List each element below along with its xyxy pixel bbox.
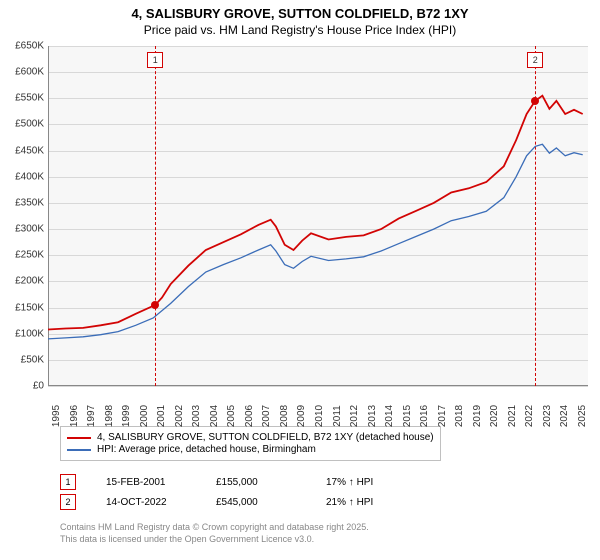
x-tick-label: 2018 xyxy=(454,405,465,427)
y-tick-label: £350K xyxy=(4,197,44,208)
x-tick-label: 2005 xyxy=(226,405,237,427)
x-tick-label: 2009 xyxy=(296,405,307,427)
y-tick-label: £450K xyxy=(4,145,44,156)
sale-price: £545,000 xyxy=(216,497,296,508)
chart-title: 4, SALISBURY GROVE, SUTTON COLDFIELD, B7… xyxy=(0,0,600,23)
sale-date: 14-OCT-2022 xyxy=(106,497,186,508)
y-tick-label: £300K xyxy=(4,224,44,235)
x-tick-label: 2013 xyxy=(367,405,378,427)
chart-subtitle: Price paid vs. HM Land Registry's House … xyxy=(0,23,600,41)
chart-plot-area: 12 xyxy=(48,46,588,386)
y-tick-label: £50K xyxy=(4,354,44,365)
x-tick-label: 2019 xyxy=(472,405,483,427)
x-tick-label: 2020 xyxy=(489,405,500,427)
y-tick-label: £250K xyxy=(4,250,44,261)
table-marker-box: 1 xyxy=(60,474,76,490)
x-tick-label: 1999 xyxy=(121,405,132,427)
x-tick-label: 2022 xyxy=(524,405,535,427)
x-tick-label: 2017 xyxy=(437,405,448,427)
sales-table: 1 15-FEB-2001 £155,000 17% ↑ HPI 2 14-OCT-202… xyxy=(60,470,406,514)
y-tick-label: £550K xyxy=(4,93,44,104)
x-tick-label: 2000 xyxy=(139,405,150,427)
y-tick-label: £600K xyxy=(4,67,44,78)
gridline xyxy=(48,386,588,387)
x-tick-label: 2004 xyxy=(209,405,220,427)
x-tick-label: 2015 xyxy=(402,405,413,427)
chart-svg xyxy=(48,46,588,386)
legend-label: 4, SALISBURY GROVE, SUTTON COLDFIELD, B7… xyxy=(97,432,434,443)
sale-date: 15-FEB-2001 xyxy=(106,477,186,488)
x-tick-label: 1995 xyxy=(51,405,62,427)
x-tick-label: 2001 xyxy=(156,405,167,427)
x-tick-label: 2006 xyxy=(244,405,255,427)
x-tick-label: 1998 xyxy=(104,405,115,427)
table-marker-box: 2 xyxy=(60,494,76,510)
y-tick-label: £500K xyxy=(4,119,44,130)
y-tick-label: £200K xyxy=(4,276,44,287)
sale-price: £155,000 xyxy=(216,477,296,488)
legend-label: HPI: Average price, detached house, Birm… xyxy=(97,444,316,455)
legend-swatch xyxy=(67,449,91,451)
x-tick-label: 2025 xyxy=(577,405,588,427)
x-tick-label: 2024 xyxy=(559,405,570,427)
x-tick-label: 2014 xyxy=(384,405,395,427)
footer-line2: This data is licensed under the Open Gov… xyxy=(60,534,369,546)
x-tick-label: 2021 xyxy=(507,405,518,427)
y-tick-label: £400K xyxy=(4,171,44,182)
x-tick-label: 2003 xyxy=(191,405,202,427)
y-tick-label: £100K xyxy=(4,328,44,339)
x-tick-label: 2008 xyxy=(279,405,290,427)
footer-attribution: Contains HM Land Registry data © Crown c… xyxy=(60,522,369,545)
x-tick-label: 2010 xyxy=(314,405,325,427)
x-tick-label: 2012 xyxy=(349,405,360,427)
legend-box: 4, SALISBURY GROVE, SUTTON COLDFIELD, B7… xyxy=(60,426,441,461)
footer-line1: Contains HM Land Registry data © Crown c… xyxy=(60,522,369,534)
x-tick-label: 2023 xyxy=(542,405,553,427)
legend-item: 4, SALISBURY GROVE, SUTTON COLDFIELD, B7… xyxy=(67,432,434,443)
y-tick-label: £650K xyxy=(4,41,44,52)
table-row: 1 15-FEB-2001 £155,000 17% ↑ HPI xyxy=(60,474,406,490)
y-tick-label: £0 xyxy=(4,381,44,392)
x-tick-label: 2002 xyxy=(174,405,185,427)
legend-item: HPI: Average price, detached house, Birm… xyxy=(67,444,434,455)
x-tick-label: 2011 xyxy=(332,405,343,427)
sale-delta: 21% ↑ HPI xyxy=(326,497,406,508)
series-line xyxy=(48,96,583,330)
table-row: 2 14-OCT-2022 £545,000 21% ↑ HPI xyxy=(60,494,406,510)
x-tick-label: 2016 xyxy=(419,405,430,427)
x-tick-label: 2007 xyxy=(261,405,272,427)
series-line xyxy=(48,144,583,339)
x-tick-label: 1996 xyxy=(69,405,80,427)
sale-delta: 17% ↑ HPI xyxy=(326,477,406,488)
legend-swatch xyxy=(67,437,91,439)
x-tick-label: 1997 xyxy=(86,405,97,427)
y-tick-label: £150K xyxy=(4,302,44,313)
